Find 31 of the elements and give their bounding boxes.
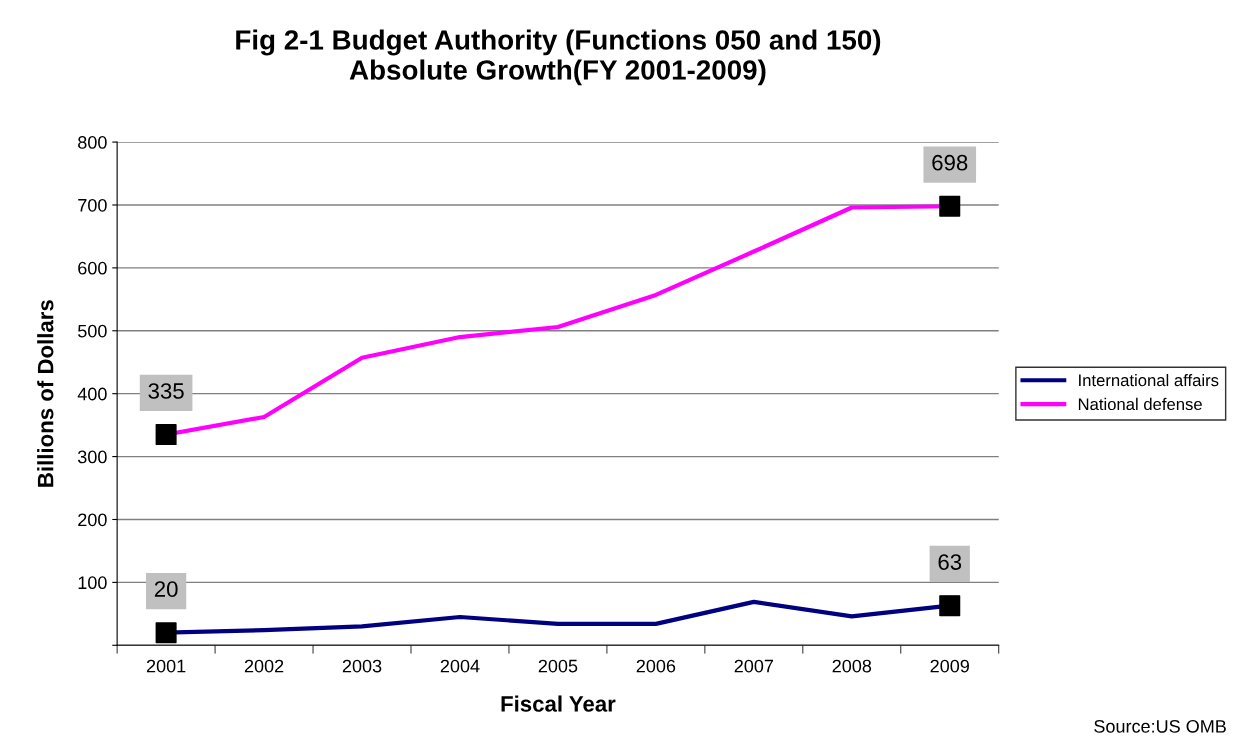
data-label: 63 — [938, 554, 962, 570]
data-label: 335 — [148, 383, 184, 399]
y-axis-title: Billions of Dollars — [37, 300, 54, 487]
y-tick-label: 200 — [78, 513, 107, 527]
legend-label: International affairs — [1079, 373, 1219, 387]
data-label: 20 — [154, 581, 178, 597]
point — [155, 424, 177, 446]
x-tick-label: 2002 — [244, 659, 284, 673]
point — [939, 195, 961, 217]
x-tick-label: 2009 — [930, 659, 969, 673]
x-tick-label: 2003 — [342, 659, 382, 673]
source-note: Source:US OMB — [1094, 719, 1226, 733]
point — [155, 622, 177, 644]
y-tick-label: 800 — [78, 136, 107, 149]
data-label: 698 — [932, 154, 968, 171]
y-tick-label: 500 — [78, 324, 107, 338]
x-tick-label: 2007 — [734, 659, 774, 673]
chart-title: Fig 2-1 Budget Authority (Functions 050 and 150) Absolute Growth(FY 2001-2009) — [236, 29, 881, 86]
x-tick-label: 2001 — [146, 659, 186, 673]
x-tick-label: 2006 — [636, 659, 676, 673]
x-tick-label: 2004 — [440, 659, 480, 673]
point — [939, 595, 961, 617]
y-tick-label: 100 — [78, 576, 107, 590]
y-tick-label: 600 — [78, 261, 107, 275]
y-tick-label: 400 — [77, 387, 107, 401]
legend-label: National defense — [1078, 397, 1202, 411]
y-tick-label: 700 — [78, 198, 107, 212]
x-tick-label: 2008 — [832, 659, 872, 673]
x-axis-title: Fiscal Year — [501, 695, 616, 712]
x-tick-label: 2005 — [538, 659, 578, 673]
y-tick-label: 300 — [77, 450, 107, 464]
